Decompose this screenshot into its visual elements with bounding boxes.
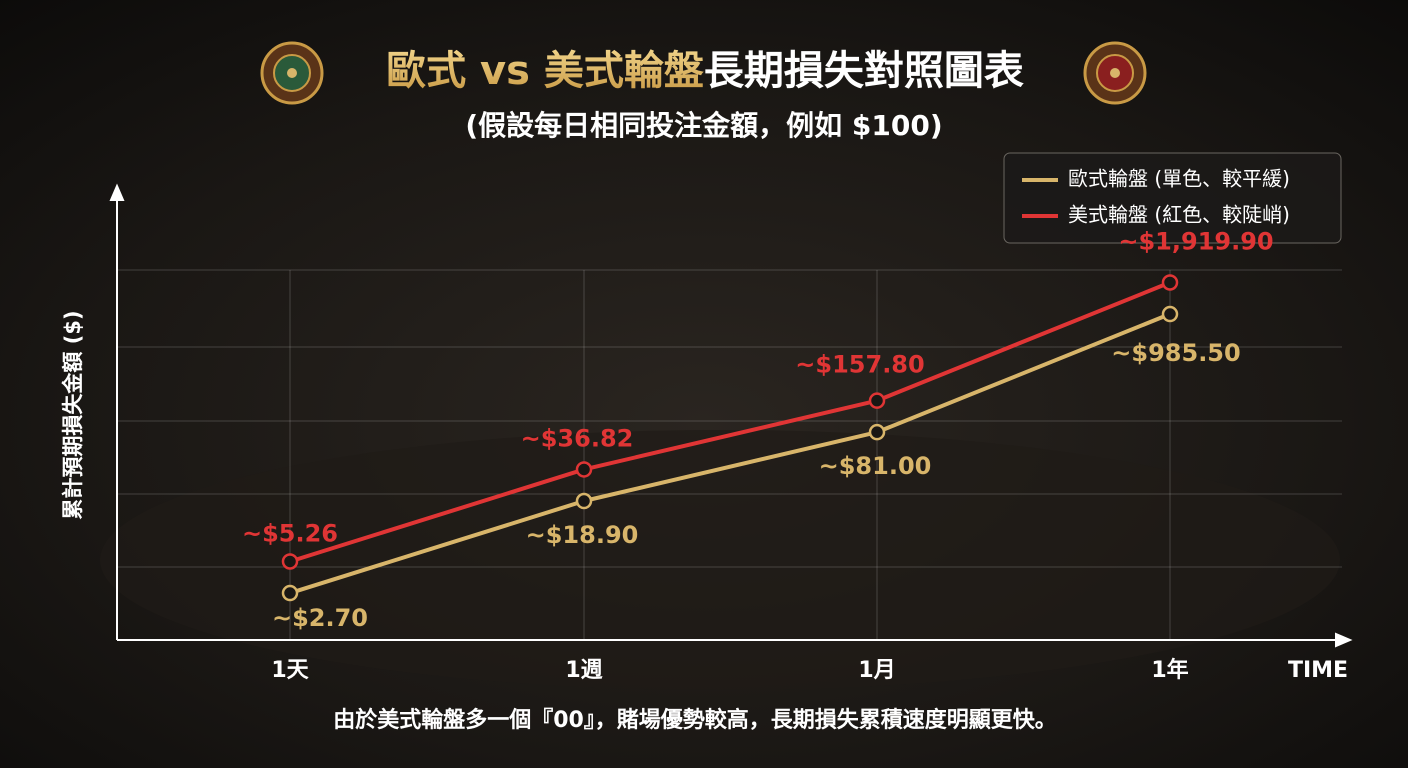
title-part: 歐式 vs 美式輪盤: [386, 48, 704, 94]
data-label: ~$985.50: [1111, 339, 1240, 367]
data-label: ~$157.80: [795, 351, 924, 379]
data-label: ~$2.70: [272, 604, 368, 632]
title-part: 長期損失對照圖表: [704, 48, 1024, 94]
legend: 歐式輪盤 (單色、較平緩) 美式輪盤 (紅色、較陡峭): [1003, 152, 1342, 244]
data-label: ~$1,919.90: [1118, 227, 1273, 255]
series-line: [289, 280, 1171, 564]
series-line: [289, 312, 1171, 595]
y-axis-label: 累計預期損失金額 ($): [61, 310, 85, 519]
data-point: [281, 584, 299, 602]
data-label: ~$18.90: [526, 521, 639, 549]
data-point: [868, 392, 886, 409]
y-axis-arrow: [109, 183, 125, 201]
legend-label: 美式輪盤 (紅色、較陡峭): [1068, 203, 1290, 227]
legend-label: 歐式輪盤 (單色、較平緩): [1068, 167, 1290, 191]
chart-title: 歐式 vs 美式輪盤長期損失對照圖表: [386, 48, 1024, 94]
data-point: [281, 553, 299, 570]
x-axis-arrow: [1335, 632, 1353, 648]
data-point: [575, 492, 593, 510]
footnote: 由於美式輪盤多一個『00』，賭場優勢較高，長期損失累積速度明顯更快。: [333, 707, 1057, 733]
data-point: [868, 423, 886, 441]
data-point: [575, 461, 593, 478]
data-label: ~$5.26: [242, 519, 338, 547]
table-shadow: [100, 430, 1340, 690]
data-point: [1161, 305, 1179, 323]
subtitle: (假設每日相同投注金額，例如 $100): [465, 109, 942, 142]
legend-box: [1003, 152, 1342, 244]
data-point: [1161, 274, 1179, 291]
data-label: ~$36.82: [521, 424, 634, 452]
data-label: ~$81.00: [819, 452, 932, 480]
plot-rules: [117, 269, 1342, 640]
axes: [109, 183, 1353, 648]
x-tick-label: 1週: [565, 658, 602, 683]
x-tick-label: 1月: [858, 658, 895, 683]
roulette-icon: [1083, 41, 1147, 105]
x-axis-label: TIME: [1288, 658, 1348, 683]
x-tick-label: 1天: [271, 658, 309, 683]
x-tick-label: 1年: [1151, 657, 1188, 683]
roulette-icon: [260, 41, 324, 105]
